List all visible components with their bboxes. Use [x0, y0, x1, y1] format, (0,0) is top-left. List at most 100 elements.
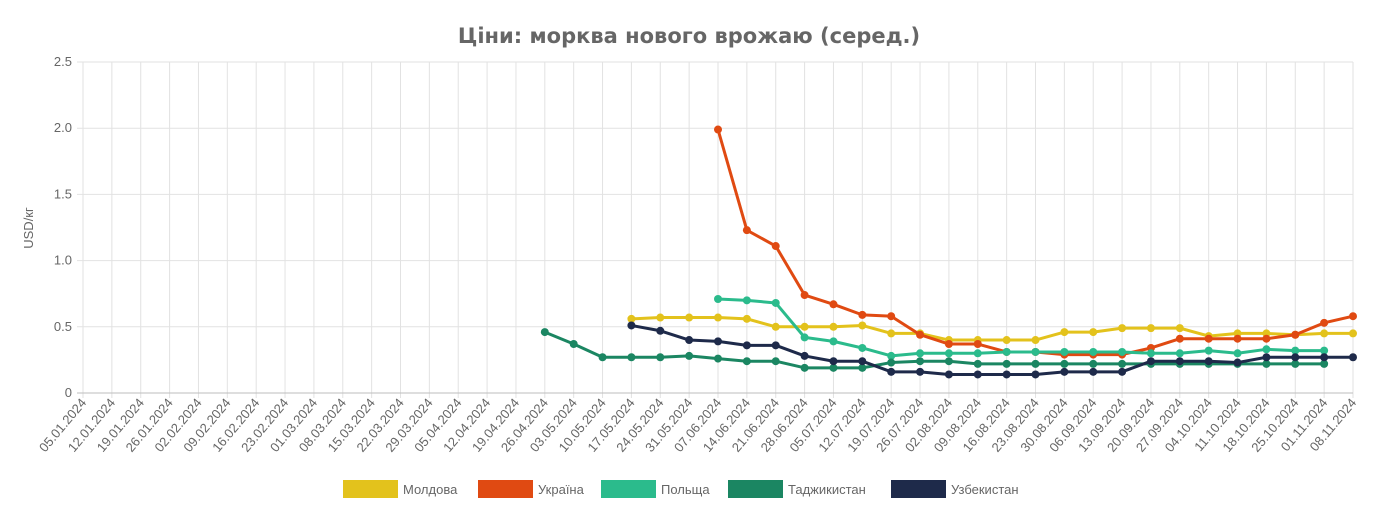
data-point: [858, 310, 867, 319]
legend-swatch: [728, 480, 783, 498]
data-point: [1146, 324, 1155, 333]
y-tick-label: 2.0: [54, 120, 72, 135]
series-3: [714, 294, 1329, 360]
y-tick-label: 1.5: [54, 186, 72, 201]
data-point: [887, 312, 896, 321]
data-point: [742, 357, 751, 366]
data-point: [887, 367, 896, 376]
data-point: [1089, 367, 1098, 376]
data-point: [858, 321, 867, 330]
data-point: [627, 321, 636, 330]
data-point: [829, 322, 838, 331]
data-point: [656, 326, 665, 335]
data-point: [858, 343, 867, 352]
data-point: [1089, 359, 1098, 368]
y-tick-label: 1.0: [54, 253, 72, 268]
legend-item-4: Таджикистан: [728, 480, 866, 498]
data-point: [916, 357, 925, 366]
data-point: [1146, 357, 1155, 366]
data-point: [714, 337, 722, 346]
data-point: [1262, 345, 1271, 354]
data-point: [1320, 359, 1329, 368]
data-point: [944, 357, 953, 366]
data-point: [1060, 328, 1069, 337]
data-point: [714, 313, 722, 322]
data-point: [1089, 347, 1098, 356]
data-point: [742, 226, 751, 235]
series-line: [629, 316, 1355, 342]
data-point: [1118, 347, 1127, 356]
data-point: [1002, 347, 1011, 356]
data-point: [916, 349, 925, 358]
data-point: [973, 359, 982, 368]
data-point: [569, 340, 578, 349]
data-point: [973, 349, 982, 358]
data-point: [1031, 336, 1040, 345]
data-point: [973, 370, 982, 379]
data-point: [829, 363, 838, 372]
legend-label: Україна: [538, 482, 585, 497]
data-point: [1291, 346, 1300, 355]
data-point: [656, 353, 665, 362]
data-point: [1031, 370, 1040, 379]
legend-swatch: [601, 480, 656, 498]
data-point: [1060, 347, 1069, 356]
data-point: [800, 351, 809, 360]
data-point: [540, 328, 549, 337]
data-point: [1175, 357, 1184, 366]
data-point: [1204, 334, 1213, 343]
data-point: [714, 125, 722, 134]
data-point: [598, 353, 607, 362]
data-point: [1060, 359, 1069, 368]
data-point: [714, 354, 722, 363]
data-point: [1349, 353, 1357, 362]
series-5: [627, 321, 1357, 379]
data-point: [771, 298, 780, 307]
data-point: [1002, 370, 1011, 379]
data-point: [1262, 359, 1271, 368]
chart-title: Ціни: морква нового врожаю (серед.): [458, 24, 920, 48]
data-point: [1233, 334, 1242, 343]
y-axis-ticks: 0 0.5 1.0 1.5 2.0 2.5: [54, 54, 72, 400]
series-4: [540, 328, 1329, 372]
data-point: [1146, 349, 1155, 358]
data-point: [1089, 328, 1098, 337]
data-point: [858, 357, 867, 366]
data-point: [973, 340, 982, 349]
data-point: [1291, 353, 1300, 362]
data-point: [1118, 367, 1127, 376]
data-point: [656, 313, 665, 322]
data-point: [887, 351, 896, 360]
legend-item-3: Польща: [601, 480, 710, 498]
data-point: [944, 349, 953, 358]
data-point: [771, 357, 780, 366]
data-point: [685, 336, 694, 345]
data-point: [685, 351, 694, 360]
data-point: [1002, 336, 1011, 345]
data-point: [800, 363, 809, 372]
data-point: [771, 341, 780, 350]
y-tick-label: 2.5: [54, 54, 72, 69]
data-point: [742, 341, 751, 350]
data-point: [714, 294, 722, 303]
y-tick-label: 0.5: [54, 319, 72, 334]
data-point: [627, 353, 636, 362]
data-point: [1262, 353, 1271, 362]
legend-label: Узбекистан: [951, 482, 1019, 497]
data-point: [1320, 318, 1329, 327]
data-point: [771, 322, 780, 331]
data-point: [1262, 334, 1271, 343]
y-tick-label: 0: [65, 385, 72, 400]
data-point: [887, 329, 896, 338]
data-point: [829, 357, 838, 366]
data-point: [829, 300, 838, 309]
y-axis-label: USD/кг: [21, 207, 36, 249]
data-point: [1233, 358, 1242, 367]
data-point: [800, 333, 809, 342]
data-point: [1204, 346, 1213, 355]
data-point: [1349, 312, 1357, 321]
data-point: [1175, 334, 1184, 343]
series-line: [629, 323, 1355, 376]
